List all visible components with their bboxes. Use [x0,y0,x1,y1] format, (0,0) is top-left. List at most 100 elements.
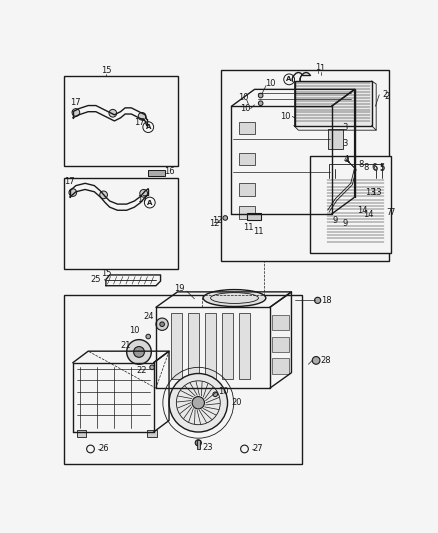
Text: 19: 19 [174,284,184,293]
Circle shape [156,318,168,330]
Text: 15: 15 [101,269,111,278]
Circle shape [321,216,326,220]
Text: 27: 27 [252,445,263,454]
Text: 8: 8 [364,164,369,172]
Bar [325,178,385,247]
Text: 6: 6 [371,163,377,172]
Bar [239,206,254,219]
Circle shape [109,109,117,117]
Text: 18: 18 [321,296,332,305]
Bar [294,81,371,126]
Text: 13: 13 [365,188,375,197]
Circle shape [140,189,148,197]
Text: A: A [286,76,292,83]
Bar [247,213,261,220]
Text: 10: 10 [280,112,290,121]
Text: 10: 10 [238,93,248,102]
Text: 22: 22 [137,366,147,375]
Circle shape [146,334,151,339]
Circle shape [258,93,263,98]
Circle shape [223,216,228,220]
Text: 9: 9 [333,216,338,225]
Text: 10: 10 [265,79,275,88]
Bar [197,440,200,449]
Text: 21: 21 [120,341,131,350]
Text: A: A [147,199,152,206]
Bar [77,431,86,437]
Text: 16: 16 [165,167,175,176]
Circle shape [195,440,201,446]
Text: 12: 12 [209,219,220,228]
Text: 17: 17 [70,98,81,107]
Text: 2: 2 [384,92,389,101]
Text: 20: 20 [232,398,242,407]
Bar [239,183,254,196]
Text: 11: 11 [253,227,264,236]
Text: 10: 10 [129,326,140,335]
Text: 4: 4 [345,157,350,165]
Text: 17: 17 [137,195,148,204]
Text: 10: 10 [218,387,228,397]
Circle shape [100,191,107,199]
Bar [205,313,216,379]
Text: 17: 17 [64,176,75,185]
Text: 25: 25 [91,275,101,284]
Circle shape [72,109,80,116]
Circle shape [312,357,320,364]
Text: 13: 13 [371,188,381,197]
Text: 3: 3 [343,139,348,148]
Text: 28: 28 [320,356,331,365]
Text: 14: 14 [357,206,367,215]
Circle shape [258,101,263,106]
Text: 26: 26 [98,445,109,454]
Bar [358,197,367,203]
Circle shape [213,392,218,397]
Text: 15: 15 [101,67,111,75]
Bar [239,152,254,165]
Bar [239,313,250,379]
Text: 7: 7 [389,208,394,217]
Bar [272,315,289,330]
Bar [222,313,233,379]
Text: 11: 11 [243,223,254,232]
Bar [148,431,157,437]
Text: 12: 12 [212,216,223,225]
Bar [328,130,343,149]
Circle shape [192,397,205,409]
Text: 1: 1 [319,64,324,73]
Circle shape [69,189,77,196]
Circle shape [138,112,146,120]
Text: 9: 9 [343,219,348,228]
Text: 8: 8 [358,159,364,168]
Text: 3: 3 [343,123,348,132]
Text: 1: 1 [315,63,320,72]
Bar [64,178,177,269]
Circle shape [314,297,321,303]
Circle shape [169,374,228,432]
Bar [272,358,289,374]
Text: 10: 10 [240,104,251,113]
Bar [221,70,389,261]
Text: 2: 2 [382,90,387,99]
Text: 6: 6 [372,164,377,173]
Text: 24: 24 [143,312,153,321]
Bar [64,76,177,166]
Text: 7: 7 [387,208,392,217]
Bar [64,295,302,464]
Text: 23: 23 [202,443,213,452]
Bar [171,313,182,379]
Ellipse shape [203,289,266,306]
Text: 14: 14 [363,209,374,219]
Circle shape [150,365,155,370]
Bar [148,170,165,176]
Text: 17: 17 [134,118,144,127]
Text: 5: 5 [380,164,385,173]
Bar [272,336,289,352]
Bar [239,122,254,134]
Circle shape [160,322,164,327]
Text: A: A [145,124,151,130]
Text: 4: 4 [343,155,349,164]
Circle shape [127,340,151,364]
Bar [188,313,199,379]
Circle shape [134,346,145,357]
